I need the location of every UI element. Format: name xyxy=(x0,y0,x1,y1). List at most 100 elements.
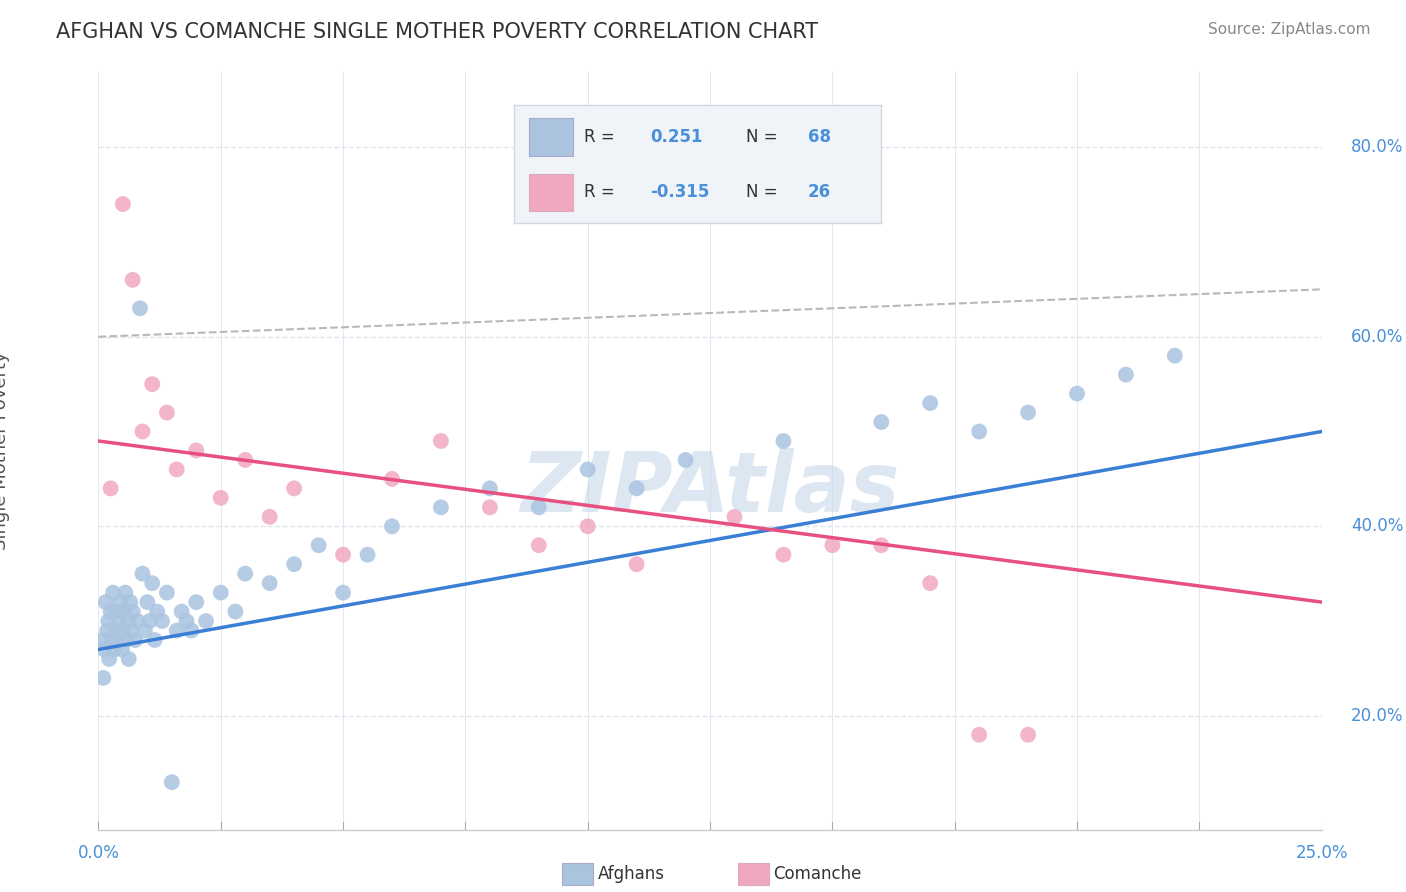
Point xyxy=(186,595,208,609)
Point xyxy=(356,548,378,562)
Point xyxy=(117,614,139,628)
Point xyxy=(112,605,135,619)
Point xyxy=(107,633,129,648)
Point xyxy=(195,614,218,628)
Point xyxy=(136,595,159,609)
Point xyxy=(821,538,844,552)
Point xyxy=(156,585,179,599)
Point xyxy=(121,624,143,638)
Point xyxy=(283,557,305,572)
Point xyxy=(131,425,153,439)
Text: ZIPAtlas: ZIPAtlas xyxy=(520,448,900,529)
Point xyxy=(1066,386,1088,401)
Point xyxy=(131,566,153,581)
Point xyxy=(967,425,990,439)
Point xyxy=(626,482,648,496)
Point xyxy=(121,605,143,619)
Point xyxy=(108,614,131,628)
Point xyxy=(576,519,599,533)
Point xyxy=(146,605,169,619)
Point xyxy=(1017,728,1039,742)
Point xyxy=(176,614,198,628)
Point xyxy=(180,624,202,638)
Point xyxy=(478,500,501,515)
Point xyxy=(920,396,942,410)
Point xyxy=(1115,368,1137,382)
Point xyxy=(1164,349,1187,363)
Text: 40.0%: 40.0% xyxy=(1351,517,1403,535)
Point xyxy=(110,595,132,609)
Point xyxy=(127,614,149,628)
Point xyxy=(96,624,118,638)
Point xyxy=(381,472,404,486)
Point xyxy=(233,453,256,467)
Point xyxy=(186,443,208,458)
Point xyxy=(283,482,305,496)
Point xyxy=(101,633,124,648)
Point xyxy=(170,605,193,619)
Point xyxy=(111,624,134,638)
Point xyxy=(332,548,354,562)
Point xyxy=(141,377,163,392)
Point xyxy=(920,576,942,591)
Point xyxy=(91,633,114,648)
Point xyxy=(97,614,120,628)
Point xyxy=(150,614,173,628)
Point xyxy=(209,491,232,505)
Point xyxy=(124,633,146,648)
Text: 0.0%: 0.0% xyxy=(77,844,120,862)
Point xyxy=(111,197,134,211)
Point xyxy=(105,605,128,619)
Point xyxy=(675,453,697,467)
Text: 80.0%: 80.0% xyxy=(1351,138,1403,156)
Point xyxy=(143,633,166,648)
Point xyxy=(118,652,141,666)
Point xyxy=(233,566,256,581)
Point xyxy=(209,585,232,599)
Point xyxy=(111,642,134,657)
Point xyxy=(94,595,117,609)
Point xyxy=(93,642,115,657)
Point xyxy=(576,462,599,476)
Point xyxy=(103,642,125,657)
Point xyxy=(121,273,143,287)
Point xyxy=(100,605,122,619)
Point xyxy=(134,624,156,638)
Point xyxy=(723,509,745,524)
Point xyxy=(478,482,501,496)
Text: Single Mother Poverty: Single Mother Poverty xyxy=(0,351,10,549)
Point xyxy=(772,434,794,448)
Point xyxy=(870,538,893,552)
Point xyxy=(870,415,893,429)
Point xyxy=(527,538,550,552)
Point xyxy=(166,624,188,638)
Text: 60.0%: 60.0% xyxy=(1351,327,1403,346)
Point xyxy=(967,728,990,742)
Point xyxy=(381,519,404,533)
Point xyxy=(259,509,281,524)
Point xyxy=(104,624,127,638)
Point xyxy=(430,500,453,515)
Point xyxy=(115,633,138,648)
Text: Afghans: Afghans xyxy=(598,865,665,883)
Point xyxy=(259,576,281,591)
Point xyxy=(98,652,121,666)
Point xyxy=(101,585,124,599)
Point xyxy=(626,557,648,572)
Point xyxy=(527,500,550,515)
Point xyxy=(139,614,162,628)
Point xyxy=(120,595,142,609)
Point xyxy=(156,405,179,420)
Point xyxy=(91,671,114,685)
Text: Source: ZipAtlas.com: Source: ZipAtlas.com xyxy=(1208,22,1371,37)
Point xyxy=(160,775,183,789)
Point xyxy=(224,605,246,619)
Point xyxy=(332,585,354,599)
Point xyxy=(1017,405,1039,420)
Point xyxy=(430,434,453,448)
Point xyxy=(308,538,330,552)
Point xyxy=(772,548,794,562)
Text: Comanche: Comanche xyxy=(773,865,862,883)
Text: 25.0%: 25.0% xyxy=(1295,844,1348,862)
Text: AFGHAN VS COMANCHE SINGLE MOTHER POVERTY CORRELATION CHART: AFGHAN VS COMANCHE SINGLE MOTHER POVERTY… xyxy=(56,22,818,42)
